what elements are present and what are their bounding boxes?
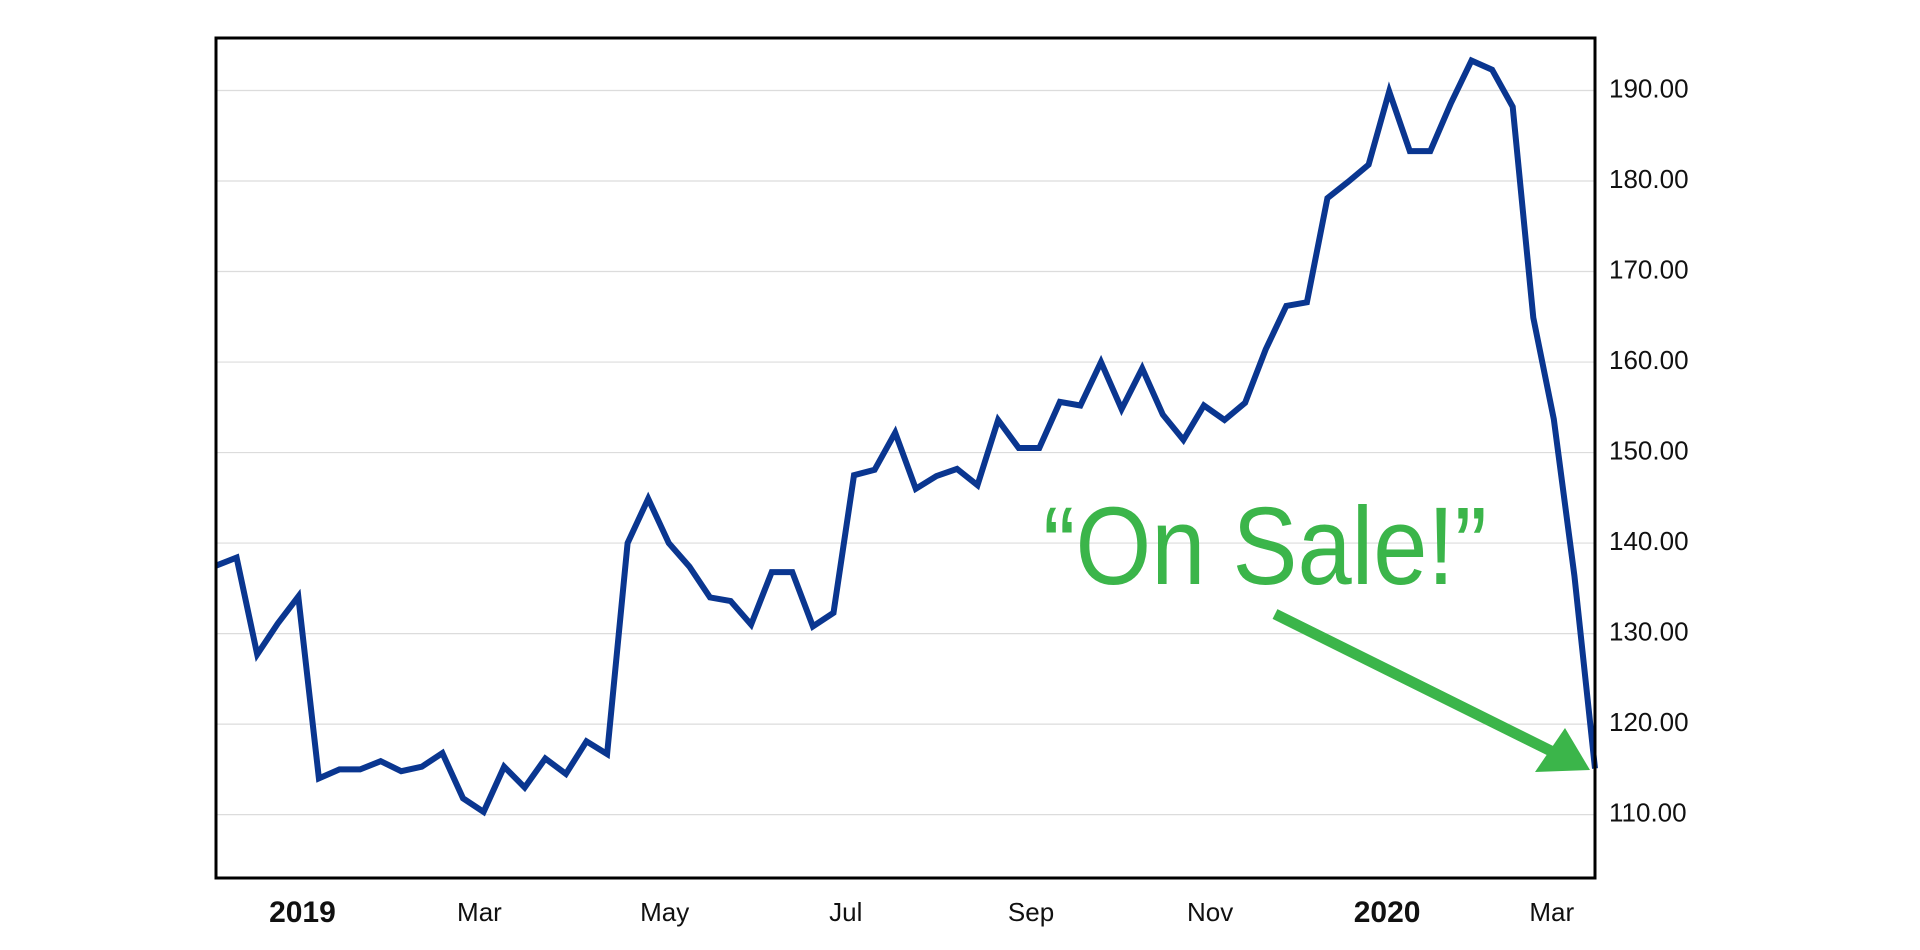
y-tick-label: 180.00 [1609, 164, 1689, 194]
plot [214, 56, 1598, 817]
annotation-arrow [1272, 609, 1558, 758]
x-tick-label: Mar [457, 897, 502, 927]
annotation: “On Sale!” [1043, 485, 1487, 608]
y-tick-label: 130.00 [1609, 616, 1689, 646]
x-tick-label: 2020 [1354, 896, 1421, 929]
x-tick-label: 2019 [269, 896, 336, 929]
x-tick-label: Sep [1008, 897, 1054, 927]
grid [216, 89, 1595, 816]
y-tick-label: 190.00 [1609, 73, 1689, 103]
y-tick-label: 160.00 [1609, 345, 1689, 375]
x-tick-label: May [640, 897, 689, 927]
annotation-arrowhead [1535, 728, 1590, 772]
y-tick-label: 150.00 [1609, 435, 1689, 465]
line-series [214, 56, 1598, 817]
y-tick-label: 140.00 [1609, 526, 1689, 556]
plot-frame [214, 36, 1597, 880]
y-tick-label: 110.00 [1609, 798, 1687, 828]
x-tick-label: Mar [1529, 897, 1574, 927]
x-tick-label: Jul [829, 897, 862, 927]
y-tick-label: 170.00 [1609, 254, 1689, 284]
x-tick-label: Nov [1187, 897, 1233, 927]
y-tick-label: 120.00 [1609, 707, 1689, 737]
